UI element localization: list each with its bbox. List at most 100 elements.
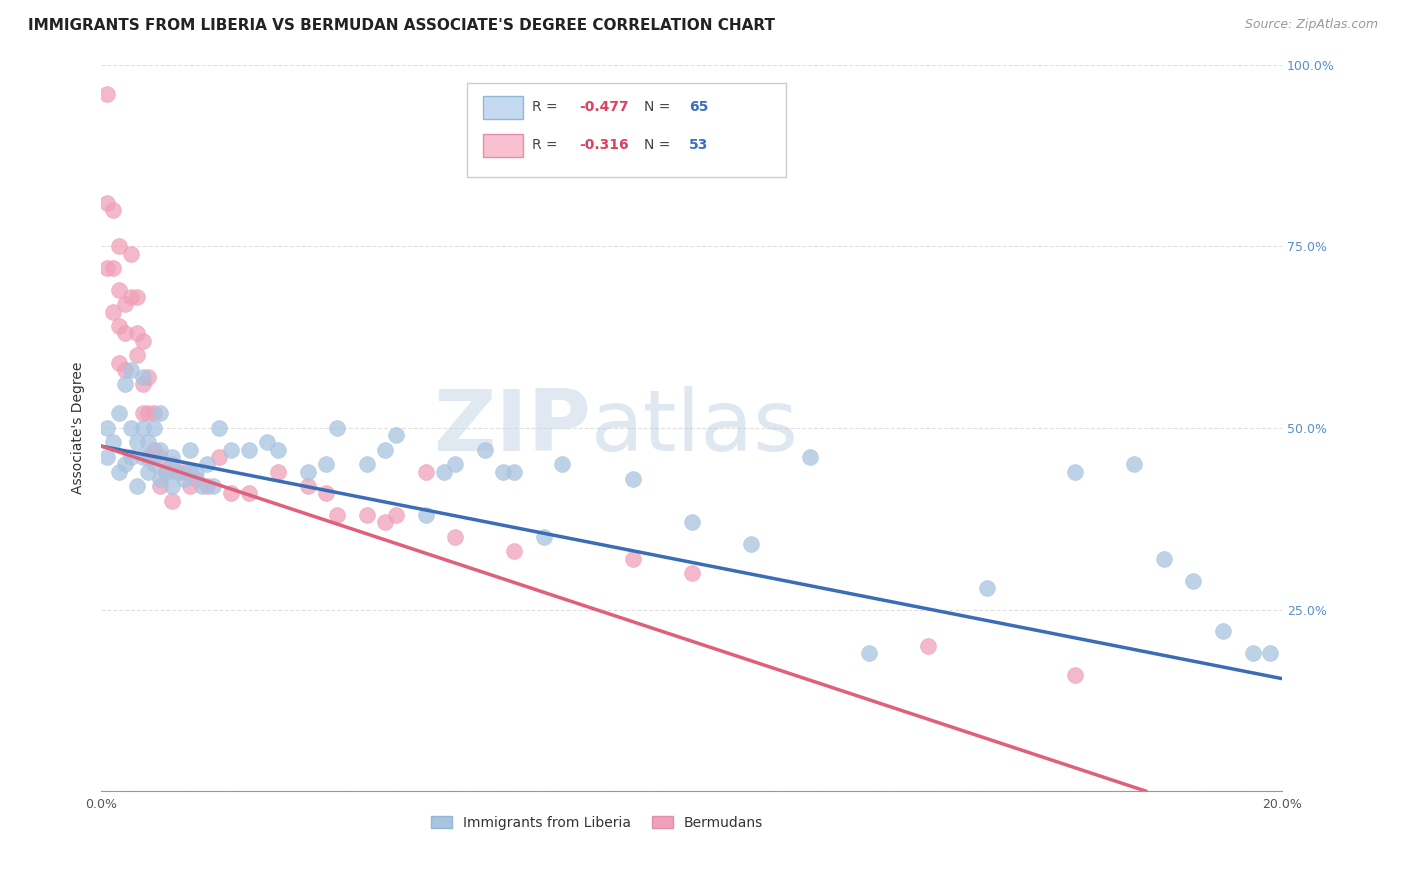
- Point: [356, 457, 378, 471]
- Point: [267, 442, 290, 457]
- Point: [125, 479, 148, 493]
- Point: [131, 377, 153, 392]
- Point: [131, 450, 153, 464]
- Point: [444, 457, 467, 471]
- Point: [108, 355, 131, 369]
- Point: [138, 370, 160, 384]
- Point: [173, 465, 195, 479]
- Point: [160, 479, 183, 493]
- Text: ZIP: ZIP: [433, 386, 592, 469]
- Point: [114, 363, 136, 377]
- Point: [551, 457, 574, 471]
- Y-axis label: Associate's Degree: Associate's Degree: [72, 362, 86, 494]
- Point: [131, 421, 153, 435]
- Point: [1064, 465, 1087, 479]
- Point: [385, 508, 408, 523]
- Point: [96, 421, 118, 435]
- Point: [143, 421, 166, 435]
- Point: [125, 435, 148, 450]
- Point: [138, 406, 160, 420]
- Point: [297, 479, 319, 493]
- Point: [114, 377, 136, 392]
- Legend: Immigrants from Liberia, Bermudans: Immigrants from Liberia, Bermudans: [426, 810, 769, 835]
- Point: [160, 457, 183, 471]
- Point: [621, 551, 644, 566]
- Point: [385, 428, 408, 442]
- Point: [143, 406, 166, 420]
- Point: [101, 202, 124, 217]
- FancyBboxPatch shape: [467, 83, 786, 178]
- Point: [267, 465, 290, 479]
- Point: [101, 261, 124, 276]
- Point: [149, 472, 172, 486]
- Point: [197, 457, 219, 471]
- Point: [238, 442, 260, 457]
- Point: [179, 479, 201, 493]
- Point: [160, 450, 183, 464]
- Point: [96, 450, 118, 464]
- Point: [131, 406, 153, 420]
- Point: [433, 465, 456, 479]
- Point: [149, 450, 172, 464]
- Point: [108, 465, 131, 479]
- Point: [131, 334, 153, 348]
- Point: [1212, 624, 1234, 639]
- Point: [96, 261, 118, 276]
- Point: [374, 516, 396, 530]
- FancyBboxPatch shape: [482, 134, 523, 157]
- Point: [101, 435, 124, 450]
- Point: [208, 421, 231, 435]
- Point: [356, 508, 378, 523]
- Point: [503, 465, 526, 479]
- Point: [315, 486, 337, 500]
- Point: [149, 442, 172, 457]
- Point: [108, 283, 131, 297]
- Point: [256, 435, 278, 450]
- Point: [120, 290, 142, 304]
- Point: [96, 195, 118, 210]
- Text: N =: N =: [644, 138, 675, 153]
- Point: [503, 544, 526, 558]
- Point: [125, 348, 148, 362]
- Point: [1241, 646, 1264, 660]
- Point: [125, 326, 148, 341]
- Text: 53: 53: [689, 138, 709, 153]
- Point: [917, 639, 939, 653]
- Point: [167, 465, 190, 479]
- Point: [138, 450, 160, 464]
- Point: [315, 457, 337, 471]
- Point: [155, 465, 177, 479]
- Point: [415, 508, 437, 523]
- Point: [114, 457, 136, 471]
- Point: [374, 442, 396, 457]
- Point: [143, 457, 166, 471]
- Point: [160, 493, 183, 508]
- Point: [114, 326, 136, 341]
- Text: Source: ZipAtlas.com: Source: ZipAtlas.com: [1244, 18, 1378, 31]
- Point: [492, 465, 515, 479]
- Point: [219, 486, 242, 500]
- Text: R =: R =: [533, 101, 562, 114]
- Point: [533, 530, 555, 544]
- Point: [120, 450, 142, 464]
- Point: [149, 479, 172, 493]
- Text: -0.316: -0.316: [579, 138, 628, 153]
- Point: [681, 566, 703, 581]
- Point: [621, 472, 644, 486]
- Text: 65: 65: [689, 101, 709, 114]
- Point: [179, 442, 201, 457]
- Point: [108, 319, 131, 334]
- Point: [184, 472, 207, 486]
- Point: [415, 465, 437, 479]
- Point: [681, 516, 703, 530]
- Text: R =: R =: [533, 138, 562, 153]
- Point: [143, 442, 166, 457]
- Point: [1182, 574, 1205, 588]
- Point: [197, 479, 219, 493]
- FancyBboxPatch shape: [482, 95, 523, 120]
- Point: [297, 465, 319, 479]
- Point: [138, 465, 160, 479]
- Text: IMMIGRANTS FROM LIBERIA VS BERMUDAN ASSOCIATE'S DEGREE CORRELATION CHART: IMMIGRANTS FROM LIBERIA VS BERMUDAN ASSO…: [28, 18, 775, 33]
- Point: [208, 450, 231, 464]
- Point: [96, 87, 118, 101]
